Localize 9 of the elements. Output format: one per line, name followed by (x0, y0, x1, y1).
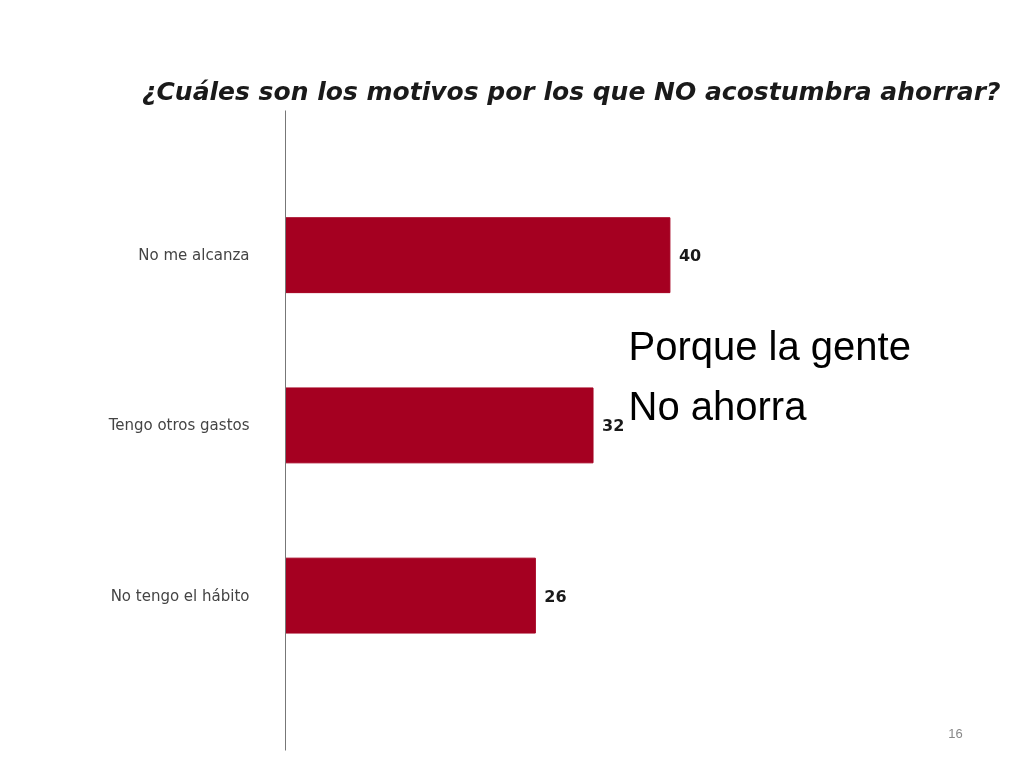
y-tick-label: Tengo otros gastos (107, 416, 250, 435)
annotation: Porque la gente No ahorra (628, 323, 911, 428)
text: 16 (948, 726, 963, 741)
data-label: 26 (544, 586, 567, 606)
data-label: 40 (678, 246, 702, 266)
chart-title: ¿Cuáles son los motivos por los que NO acostumbra ahorrar? (141, 76, 1001, 106)
data-label: 32 (602, 416, 625, 436)
y-tick-label: No tengo el hábito (110, 586, 250, 605)
y-tick-label: No me alcanza (138, 246, 250, 265)
